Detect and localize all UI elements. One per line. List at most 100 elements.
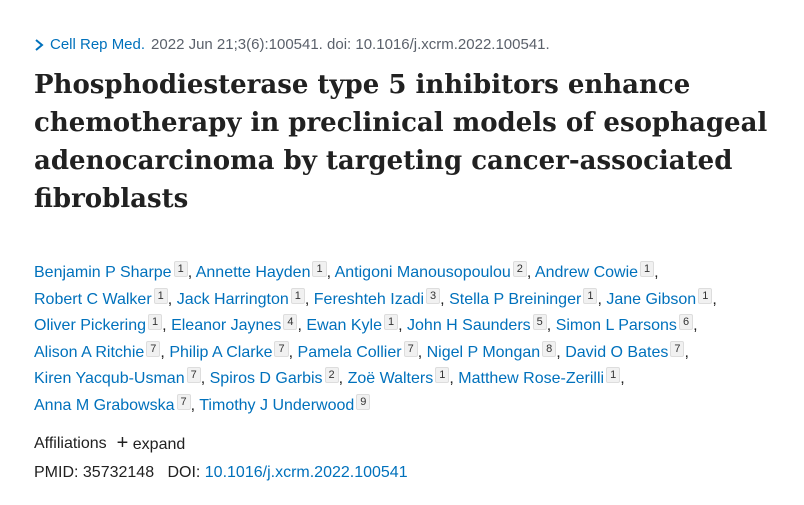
author-link[interactable]: Ewan Kyle (306, 317, 382, 334)
author-link[interactable]: Annette Hayden (195, 264, 311, 281)
affiliation-number[interactable]: 7 (176, 393, 191, 410)
author-link[interactable]: Eleanor Jaynes (171, 317, 282, 334)
author-link[interactable]: Anna M Grabowska (34, 396, 175, 414)
author: Anna M Grabowska 7, (34, 393, 195, 414)
affiliation-number[interactable]: 5 (532, 314, 547, 330)
author-link[interactable]: Benjamin P Sharpe (34, 264, 172, 281)
author: Alison A Ritchie 7, (34, 340, 165, 361)
affiliation-number[interactable]: 2 (512, 261, 527, 277)
separator: , (556, 343, 561, 361)
author-link[interactable]: Stella P Breininger (449, 290, 582, 308)
author: John H Saunders 5, (407, 314, 552, 334)
affiliation-number[interactable]: 1 (148, 314, 163, 330)
affiliation-number[interactable]: 1 (312, 261, 327, 277)
author: Robert C Walker 1, (34, 287, 173, 308)
author: Annette Hayden 1, (195, 261, 332, 281)
author: Timothy J Underwood 9 (199, 393, 371, 414)
citation: Cell Rep Med. 2022 Jun 21;3(6):100541. d… (34, 36, 550, 53)
expand-label: expand (132, 436, 186, 453)
chevron-icon (35, 38, 44, 51)
affiliation-number[interactable]: 3 (426, 287, 441, 304)
pmid-label: PMID: (34, 464, 79, 481)
author: Simon L Parsons 6, (555, 314, 698, 334)
affiliation-number[interactable]: 1 (173, 261, 188, 277)
author-link[interactable]: Andrew Cowie (534, 264, 639, 281)
separator: , (162, 317, 167, 334)
affiliation-number[interactable]: 1 (698, 287, 713, 304)
separator: , (440, 290, 445, 308)
separator: , (187, 264, 193, 281)
affiliation-number[interactable]: 7 (403, 340, 418, 357)
separator: , (326, 264, 332, 281)
author-link[interactable]: Nigel P Mongan (426, 343, 541, 361)
author-link[interactable]: Simon L Parsons (555, 317, 677, 334)
author-link[interactable]: Pamela Collier (297, 343, 402, 361)
author-link[interactable]: Oliver Pickering (34, 317, 147, 334)
separator: , (620, 370, 625, 387)
affiliation-number[interactable]: 1 (606, 367, 621, 383)
affiliation-number[interactable]: 1 (583, 287, 598, 304)
affiliations: Affiliations + expand (34, 433, 186, 454)
separator: , (304, 290, 310, 308)
affiliation-number[interactable]: 1 (153, 287, 168, 304)
affiliation-number[interactable]: 1 (640, 261, 655, 277)
author-link[interactable]: Robert C Walker (34, 290, 152, 308)
affiliation-number[interactable]: 7 (670, 340, 685, 357)
separator: , (449, 370, 454, 387)
author: Jack Harrington 1, (176, 287, 310, 308)
affiliation-number[interactable]: 7 (186, 367, 201, 383)
author-link[interactable]: John H Saunders (407, 317, 531, 334)
separator: , (288, 343, 294, 361)
author-link[interactable]: Philip A Clarke (169, 343, 273, 361)
affiliation-number[interactable]: 9 (356, 393, 371, 410)
author-link[interactable]: Kiren Yacqub-Usman (34, 370, 185, 387)
author: Andrew Cowie 1, (534, 261, 659, 281)
author-link[interactable]: Timothy J Underwood (199, 396, 355, 414)
journal-link[interactable]: Cell Rep Med. (50, 36, 146, 53)
author-link[interactable]: Alison A Ritchie (34, 343, 145, 361)
identifiers: PMID: 35732148 DOI: 10.1016/j.xcrm.2022.… (34, 464, 408, 482)
separator: , (398, 317, 403, 334)
author-link[interactable]: Zoë Walters (347, 370, 434, 387)
author-link[interactable]: Fereshteh Izadi (313, 290, 425, 308)
doi-label: DOI: (167, 464, 201, 481)
affiliation-number[interactable]: 1 (383, 314, 399, 330)
author-link[interactable]: Antigoni Manousopoulou (334, 264, 511, 281)
affiliation-number[interactable]: 1 (290, 287, 305, 304)
separator: , (654, 264, 659, 281)
pmid: 35732148 (82, 464, 155, 481)
doi-link[interactable]: 10.1016/j.xcrm.2022.100541 (204, 464, 408, 481)
expand-button[interactable]: + expand (117, 433, 186, 454)
author: Stella P Breininger 1, (449, 287, 602, 308)
article-title: Phosphodiesterase type 5 inhibitors enha… (34, 70, 768, 214)
affiliation-number[interactable]: 2 (324, 367, 339, 383)
author: Matthew Rose-Zerilli 1, (458, 367, 625, 387)
separator: , (167, 290, 173, 308)
author: David O Bates 7, (565, 340, 689, 361)
author: Nigel P Mongan 8, (426, 340, 561, 361)
author: Antigoni Manousopoulou 2, (334, 261, 531, 281)
separator: , (546, 317, 552, 334)
author: Oliver Pickering 1, (34, 314, 167, 334)
author: Pamela Collier 7, (297, 340, 423, 361)
author-link[interactable]: Matthew Rose-Zerilli (458, 370, 605, 387)
affiliation-number[interactable]: 7 (274, 340, 289, 357)
separator: , (684, 343, 689, 361)
affiliation-number[interactable]: 4 (283, 314, 298, 330)
author-link[interactable]: Jane Gibson (606, 290, 697, 308)
affiliation-number[interactable]: 7 (146, 340, 161, 357)
author: Kiren Yacqub-Usman 7, (34, 367, 205, 387)
separator: , (417, 343, 423, 361)
affiliation-number[interactable]: 6 (678, 314, 694, 330)
author-link[interactable]: Spiros D Garbis (209, 370, 323, 387)
separator: , (712, 290, 717, 308)
affiliation-number[interactable]: 1 (435, 367, 450, 383)
separator: , (160, 343, 165, 361)
affiliations-label: Affiliations (34, 435, 107, 452)
author: Ewan Kyle 1, (306, 314, 403, 334)
author-link[interactable]: David O Bates (565, 343, 669, 361)
author-link[interactable]: Jack Harrington (176, 290, 289, 308)
separator: , (338, 370, 344, 387)
affiliation-number[interactable]: 8 (542, 340, 557, 357)
